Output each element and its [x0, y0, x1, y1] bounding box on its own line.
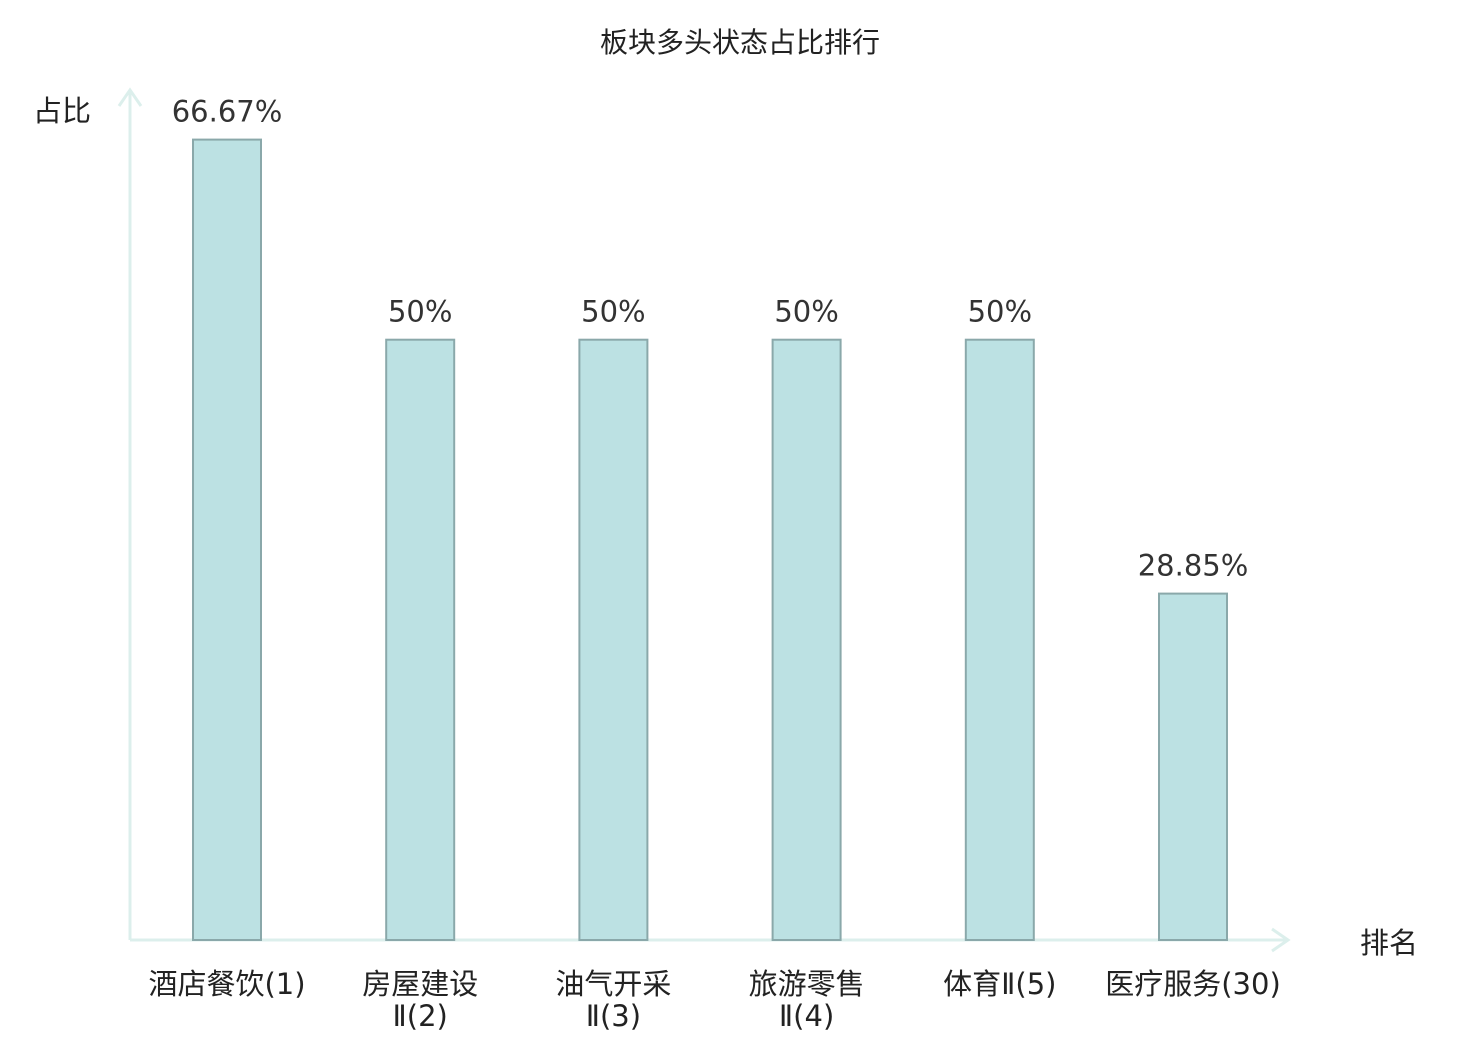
- bar-4: [771, 338, 842, 941]
- x-tick-label-2-line-2: Ⅱ(2): [393, 999, 448, 1033]
- bar-1: [192, 138, 262, 942]
- bar-5: [964, 338, 1035, 941]
- bars-group: [192, 138, 1228, 942]
- data-label-5: 50%: [968, 295, 1032, 329]
- bar-3: [578, 338, 649, 941]
- x-tick-label-3-line-2: Ⅱ(3): [586, 999, 641, 1033]
- data-label-1: 66.67%: [172, 95, 283, 129]
- x-tick-label-6-line-1: 医疗服务(30): [1105, 967, 1281, 1001]
- y-axis-arrow: [117, 87, 143, 107]
- data-label-6: 28.85%: [1138, 549, 1249, 583]
- x-tick-label-2-line-1: 房屋建设: [362, 967, 478, 1001]
- x-tick-label-5-line-1: 体育Ⅱ(5): [943, 967, 1056, 1001]
- bar-2: [385, 338, 456, 941]
- data-labels-group: 66.67% 50% 50% 50% 50% 28.85%: [172, 95, 1249, 583]
- y-axis-label: 占比: [33, 94, 91, 128]
- x-axis-arrow: [1271, 927, 1291, 953]
- x-tick-label-3-line-1: 油气开采: [555, 967, 671, 1001]
- x-tick-label-1-line-1: 酒店餐饮(1): [148, 967, 305, 1001]
- bar-6: [1158, 592, 1228, 941]
- x-tick-label-4-line-2: Ⅱ(4): [779, 999, 834, 1033]
- x-axis-label: 排名: [1360, 926, 1418, 960]
- x-tick-label-4-line-1: 旅游零售: [749, 967, 865, 1001]
- data-label-4: 50%: [774, 295, 838, 329]
- data-label-2: 50%: [388, 295, 452, 329]
- chart-title: 板块多头状态占比排行: [600, 26, 880, 59]
- data-label-3: 50%: [581, 295, 645, 329]
